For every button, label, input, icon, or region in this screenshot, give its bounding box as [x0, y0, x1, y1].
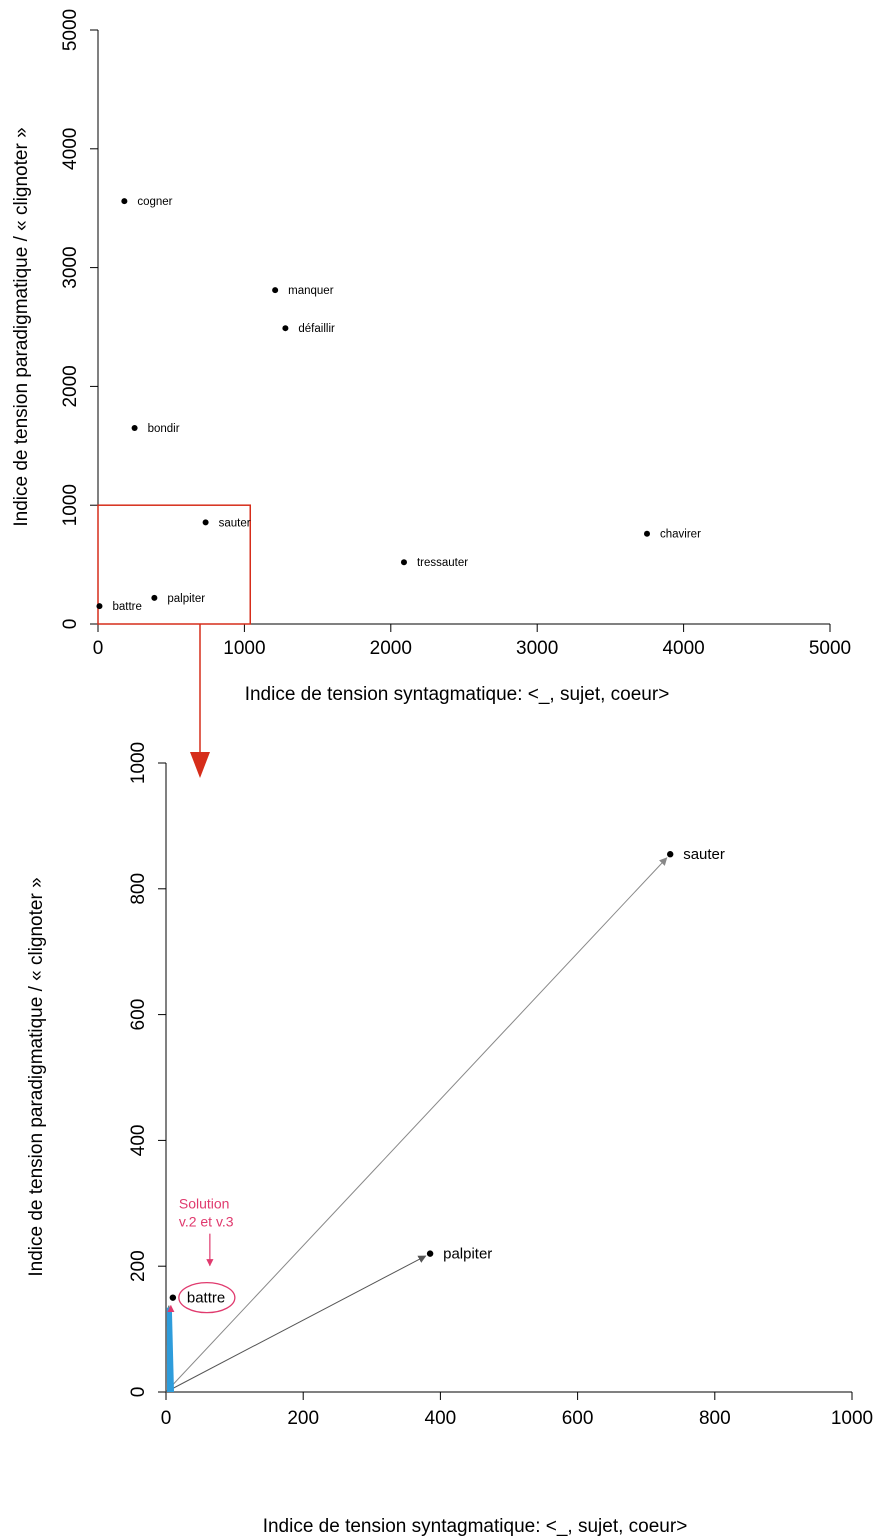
zoomed-point-sauter: [667, 851, 674, 858]
zoomed-y-tick-label: 0: [128, 1387, 149, 1398]
zoomed-point-label: sauter: [683, 846, 725, 863]
overview-point-bondir: [131, 424, 138, 431]
zoom-connector-arrow: [190, 624, 210, 778]
zoomed-x-tick-label: 800: [699, 1408, 731, 1429]
zoom-region-box: [97, 504, 252, 625]
overview-y-tick-label: 0: [60, 619, 81, 630]
overview-y-axis-title: Indice de tension paradigmatique / « cli…: [11, 127, 32, 526]
overview-point-label: palpiter: [167, 593, 205, 605]
overview-y-tick-label: 2000: [60, 365, 81, 407]
zoomed-scatter-chart: 0 200 400 600 800 1000 0 200 400 600 800 1000 saute…: [26, 742, 873, 1537]
overview-point-label: défaillir: [298, 323, 335, 335]
zoomed-x-tick-label: 0: [161, 1408, 172, 1429]
zoomed-point-label: battre: [187, 1290, 225, 1307]
annotation-line-1: Solution: [179, 1196, 230, 1212]
overview-axes: 0 1000 2000 3000 4000 5000 0 1000 2000 3000 4000 50…: [60, 9, 851, 659]
overview-point-label: sauter: [219, 517, 251, 529]
annotation-ellipse: [178, 1282, 236, 1314]
solution-annotation: Solution v.2 et v.3: [178, 1196, 236, 1314]
overview-point-palpiter: [151, 594, 158, 601]
overview-y-tick-label: 4000: [60, 128, 81, 170]
zoomed-x-tick-label: 600: [562, 1408, 594, 1429]
overview-point-label: cogner: [137, 196, 172, 208]
overview-point-label: chavirer: [660, 529, 701, 541]
overview-point-sauter: [202, 519, 209, 526]
zoomed-vectors: [165, 857, 668, 1393]
overview-point-chavirer: [644, 530, 650, 537]
annotation-line-2: v.2 et v.3: [179, 1214, 234, 1230]
overview-point-label: manquer: [288, 285, 334, 297]
overview-point-cogner: [121, 198, 128, 205]
zoomed-y-tick-label: 1000: [128, 742, 149, 784]
overview-point-manquer: [272, 287, 279, 294]
zoomed-y-tick-label: 200: [128, 1250, 149, 1282]
zoom-region: [97, 504, 252, 625]
overview-point-label: bondir: [148, 423, 180, 435]
overview-points: cogner manquer défaillir bondir sauter chavir…: [96, 196, 701, 613]
zoomed-x-tick-label: 400: [425, 1408, 457, 1429]
zoomed-y-tick-label: 400: [128, 1125, 149, 1157]
overview-point-défaillir: [282, 325, 289, 332]
overview-point-tressauter: [400, 559, 407, 566]
overview-x-tick-label: 4000: [662, 638, 704, 659]
overview-y-tick-label: 1000: [60, 484, 81, 526]
overview-scatter-chart: 0 1000 2000 3000 4000 5000 0 1000 2000 3000 4000 50…: [11, 9, 851, 705]
vector-sauter: [165, 857, 668, 1393]
overview-point-label: battre: [112, 601, 141, 613]
overview-x-tick-label: 3000: [516, 638, 558, 659]
overview-x-tick-label: 5000: [809, 638, 851, 659]
overview-y-tick-label: 5000: [60, 9, 81, 51]
overview-x-tick-label: 2000: [370, 638, 412, 659]
zoomed-points: sauter palpiter battre: [169, 846, 725, 1307]
zoom-connector-arrowhead: [190, 752, 210, 778]
zoomed-axes: 0 200 400 600 800 1000 0 200 400 600 800 1000: [128, 742, 873, 1429]
zoomed-x-tick-label: 200: [287, 1408, 319, 1429]
zoomed-point-label: palpiter: [443, 1246, 492, 1263]
vector-palpiter: [165, 1255, 427, 1393]
vector-battre: [166, 1307, 174, 1392]
overview-x-axis-title: Indice de tension syntagmatique: <_, suj…: [245, 684, 670, 705]
overview-x-tick-label: 0: [93, 638, 104, 659]
overview-x-tick-label: 1000: [223, 638, 265, 659]
overview-y-tick-label: 3000: [60, 246, 81, 288]
zoomed-y-axis-title: Indice de tension paradigmatique / « cli…: [26, 877, 47, 1276]
overview-point-label: tressauter: [417, 557, 468, 569]
zoomed-y-tick-label: 600: [128, 999, 149, 1031]
zoomed-point-palpiter: [426, 1250, 434, 1257]
zoomed-x-axis-title: Indice de tension syntagmatique: <_, suj…: [263, 1516, 688, 1537]
zoomed-point-battre: [169, 1294, 177, 1301]
overview-point-battre: [96, 603, 103, 610]
zoomed-x-tick-label: 1000: [831, 1408, 873, 1429]
zoomed-y-tick-label: 800: [128, 873, 149, 905]
